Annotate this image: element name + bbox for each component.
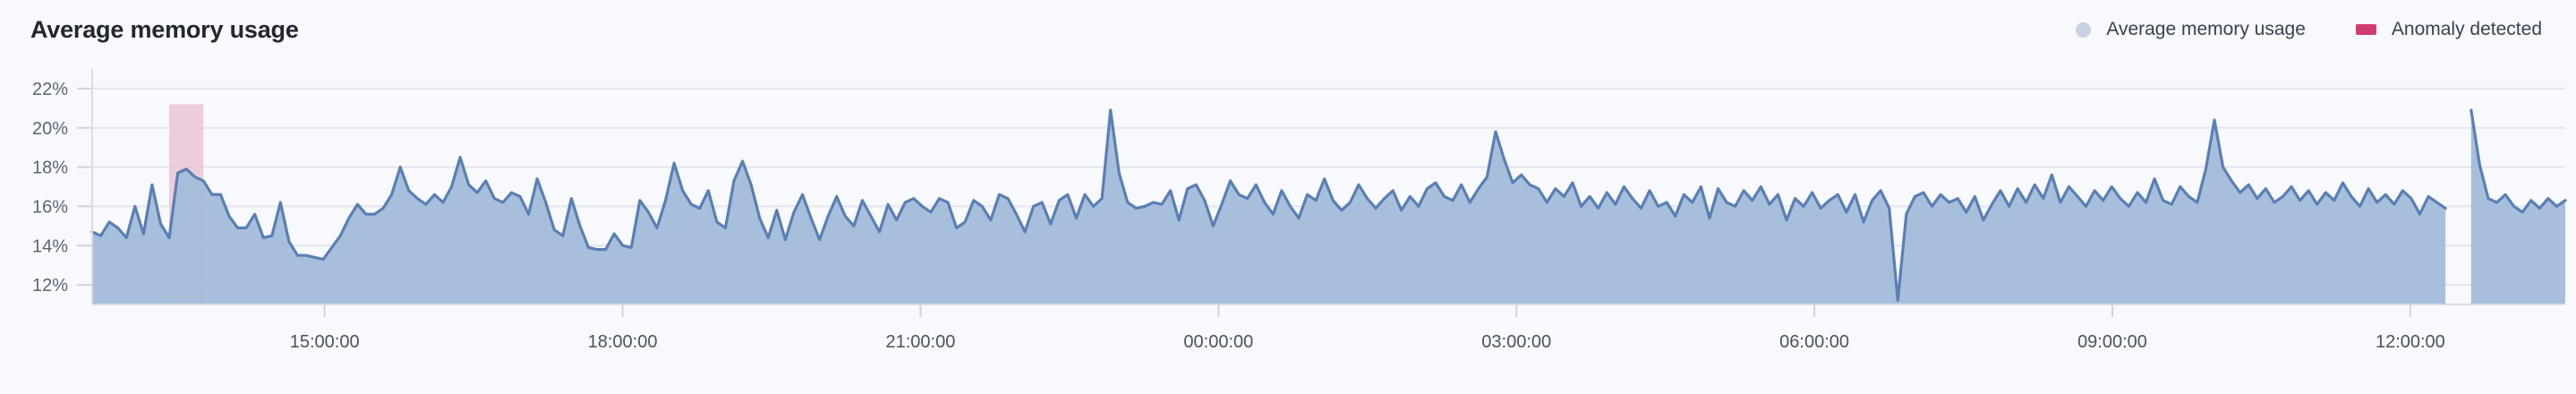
axis-lines xyxy=(91,69,2565,305)
panel-header: Average memory usage Average memory usag… xyxy=(0,0,2576,59)
chart-legend: Average memory usage Anomaly detected xyxy=(2076,19,2546,40)
circle-icon xyxy=(2076,21,2092,38)
memory-usage-area-chart[interactable]: 12% 14% 16% 18% 20% 22% 15:00:00 18:00:00 21:00… xyxy=(0,59,2576,394)
x-axis-ticks: 15:00:00 18:00:00 21:00:00 00:00:00 03:00:00… xyxy=(290,304,2445,352)
x-axis-tick-label: 15:00:00 xyxy=(290,332,360,352)
chart-plot-area[interactable]: 12% 14% 16% 18% 20% 22% 15:00:00 18:00:00 21:00… xyxy=(0,59,2576,394)
x-axis-tick-label: 09:00:00 xyxy=(2077,332,2147,352)
legend-item-anomaly-detected[interactable]: Anomaly detected xyxy=(2355,19,2542,40)
y-axis-tick-label: 20% xyxy=(32,119,68,139)
y-axis-tick-label: 14% xyxy=(32,236,68,256)
legend-item-average-memory-usage[interactable]: Average memory usage xyxy=(2076,19,2306,40)
y-axis-tick-label: 22% xyxy=(32,80,68,99)
series-area-fill xyxy=(2470,110,2565,304)
series-area-fill xyxy=(92,110,2446,304)
x-axis-tick-label: 12:00:00 xyxy=(2376,332,2445,352)
page-title: Average memory usage xyxy=(30,15,299,43)
series-area xyxy=(92,110,2565,304)
y-axis-ticks: 12% 14% 16% 18% 20% 22% xyxy=(32,80,92,296)
x-axis-tick-label: 18:00:00 xyxy=(588,332,658,352)
square-icon xyxy=(2355,24,2376,35)
x-axis-tick-label: 06:00:00 xyxy=(1779,332,1849,352)
series-line-stroke xyxy=(90,108,2447,303)
y-axis-tick-label: 18% xyxy=(32,158,68,178)
legend-item-label: Anomaly detected xyxy=(2391,19,2542,39)
y-axis-tick-label: 12% xyxy=(32,276,68,296)
legend-item-label: Average memory usage xyxy=(2106,19,2306,39)
series-line-stroke xyxy=(2469,108,2567,214)
x-axis-tick-label: 03:00:00 xyxy=(1481,332,1551,352)
x-axis-tick-label: 21:00:00 xyxy=(886,332,956,352)
series-line xyxy=(90,108,2567,303)
y-axis-tick-label: 16% xyxy=(32,197,68,217)
x-axis-tick-label: 00:00:00 xyxy=(1183,332,1253,352)
